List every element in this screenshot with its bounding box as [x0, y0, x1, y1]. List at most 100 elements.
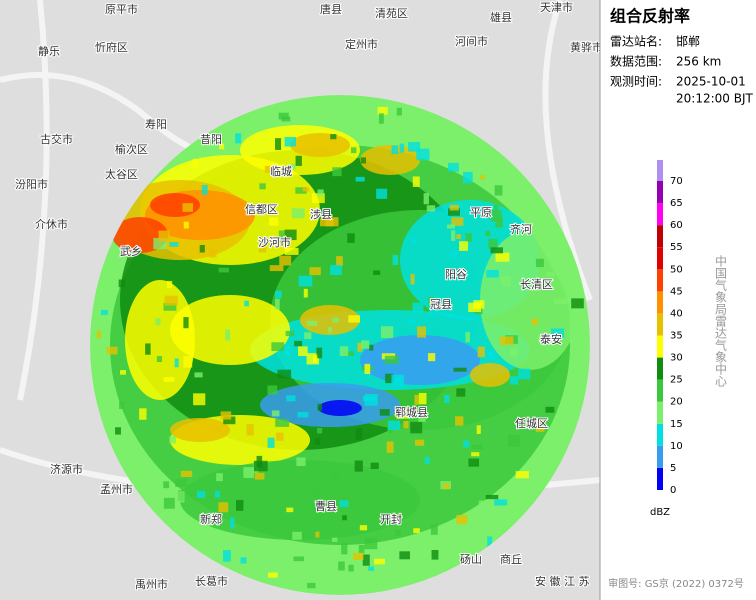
echo-pixel	[384, 355, 399, 364]
place-label: 古交市	[40, 132, 73, 146]
echo-pixel	[553, 298, 568, 305]
echo-pixel	[295, 155, 302, 166]
echo-pixel	[320, 218, 334, 227]
echo-pixel	[351, 147, 357, 154]
echo-pixel	[545, 406, 555, 413]
echo-pixel	[284, 229, 297, 241]
echo-pixel	[456, 514, 468, 525]
echo-pixel	[298, 275, 313, 287]
echo-pixel	[571, 298, 584, 309]
echo-pixel	[268, 572, 278, 578]
echo-pixel	[424, 457, 430, 464]
echo-pixel	[246, 424, 254, 436]
place-label: 阳谷	[445, 268, 467, 281]
echo-pixel	[194, 372, 203, 378]
echo-pixel	[164, 295, 178, 306]
legend-tick-label: 70	[670, 176, 683, 187]
echo-pixel	[501, 276, 512, 287]
echo-pixel	[391, 145, 399, 155]
echo-pixel	[312, 355, 318, 363]
echo-pixel	[119, 401, 125, 410]
echo-pixel	[446, 224, 455, 229]
panel-title: 组合反射率	[610, 7, 690, 26]
echo-pixel	[145, 343, 151, 355]
legend: 0 5 10 15 20 25 30 35 40 45 50 55 60 65 70	[657, 160, 683, 496]
legend-tick-label: 5	[670, 463, 676, 474]
place-label: 孟州市	[100, 482, 133, 496]
echo-pixel	[538, 333, 545, 343]
echo-pixel	[507, 434, 521, 447]
place-label: 开封	[380, 512, 402, 526]
echo-pixel	[476, 425, 481, 434]
colorbar-segment	[657, 335, 663, 358]
echo-pixel	[391, 374, 405, 387]
echo-pixel	[275, 418, 290, 427]
echo-pixel	[493, 204, 499, 212]
echo-pixel	[546, 271, 556, 277]
echo-pixel	[412, 176, 420, 187]
echo-pixel	[348, 564, 354, 572]
place-label: 定州市	[345, 37, 378, 51]
echo-pixel	[386, 441, 394, 453]
echo-pixel	[96, 330, 102, 339]
echo-pixel	[453, 367, 467, 372]
echo-pixel	[297, 411, 309, 418]
echo-pixel	[327, 327, 333, 333]
echo-pixel	[490, 210, 502, 222]
echo-pixel	[286, 507, 294, 513]
echo-pixel	[336, 256, 343, 267]
credit: 中国气象局雷达气象中心	[714, 254, 728, 387]
place-label: 河间市	[455, 34, 488, 48]
echo-pixel	[427, 353, 436, 362]
echo-pixel	[269, 217, 279, 226]
echo-pixel	[476, 158, 489, 169]
echo-pixel	[156, 356, 163, 363]
echo-pixel	[488, 238, 498, 250]
echo-pixel	[292, 531, 302, 540]
place-label: 泰安	[540, 332, 562, 346]
echo-pixel	[462, 171, 473, 184]
legend-tick-label: 25	[670, 375, 683, 386]
echo-pixel	[486, 351, 497, 359]
echo-pixel	[465, 332, 470, 343]
echo-pixel	[490, 247, 504, 254]
echo-pixel	[451, 230, 456, 241]
echo-pixel	[428, 310, 436, 317]
legend-tick-label: 45	[670, 286, 683, 297]
echo-pixel	[408, 142, 421, 152]
echo-pixel	[201, 185, 208, 195]
echo-pixel	[355, 176, 365, 182]
echo-pixel	[413, 528, 420, 534]
echo-pixel	[394, 514, 403, 519]
echo-cell	[318, 400, 362, 416]
echo-pixel	[199, 245, 205, 253]
place-label: 平原	[470, 206, 492, 219]
echo-pixel	[343, 351, 355, 357]
colorbar-segment	[657, 445, 663, 468]
place-label: 曹县	[315, 500, 337, 513]
echo-pixel	[175, 478, 188, 487]
echo-pixel	[294, 340, 303, 347]
echo-pixel	[303, 288, 308, 298]
echo-pixel	[285, 330, 295, 337]
echo-pixel	[120, 370, 126, 375]
echo-pixel	[269, 523, 275, 533]
echo-pixel	[339, 346, 349, 357]
echo-pixel	[456, 234, 461, 239]
echo-pixel	[418, 417, 426, 422]
echo-pixel	[286, 395, 296, 402]
legend-tick-label: 15	[670, 419, 683, 430]
echo-pixel	[423, 193, 429, 205]
echo-pixel	[353, 552, 364, 561]
echo-pixel	[166, 280, 173, 289]
echo-pixel	[279, 255, 292, 266]
echo-pixel	[364, 363, 371, 375]
place-label: 清苑区	[375, 7, 408, 20]
echo-pixel	[180, 470, 193, 477]
echo-pixel	[444, 394, 450, 403]
echo-pixel	[218, 502, 229, 513]
echo-pixel	[275, 138, 282, 150]
echo-pixel	[449, 252, 457, 259]
